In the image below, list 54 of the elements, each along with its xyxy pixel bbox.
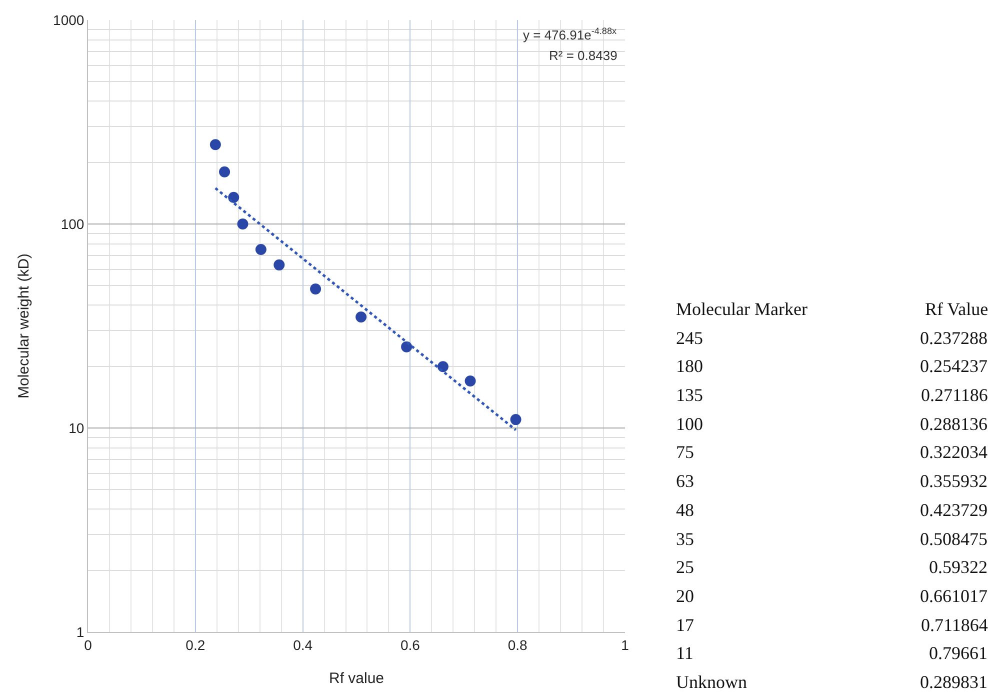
y-tick-label: 1 <box>76 624 84 640</box>
text: 0.59322 <box>929 557 988 577</box>
text: Rf Value <box>925 299 988 319</box>
point <box>274 259 285 270</box>
text: 0.79661 <box>929 643 988 663</box>
text: 0.322034 <box>920 442 988 462</box>
text: 11 <box>676 643 694 663</box>
x-tick-label: 0.6 <box>400 636 420 653</box>
text: 20 <box>676 586 694 606</box>
text: 0.508475 <box>920 529 988 549</box>
text: Molecular Marker <box>676 299 808 319</box>
text: 48 <box>676 500 694 520</box>
point <box>255 244 266 255</box>
x-tick-label: 1 <box>621 636 630 653</box>
x-tick-label: 0 <box>84 636 92 653</box>
text: 0.289831 <box>920 672 988 692</box>
y-tick-label: 10 <box>68 420 84 436</box>
point <box>210 139 221 150</box>
text: 0.711864 <box>921 615 988 635</box>
x-tick-label: 0.8 <box>508 636 528 653</box>
text: 63 <box>676 471 694 491</box>
text: 135 <box>676 385 703 405</box>
point <box>219 166 230 178</box>
text: 0.661017 <box>920 586 988 606</box>
point <box>356 312 367 323</box>
point <box>237 218 248 230</box>
point <box>464 375 476 386</box>
x-tick-label: 0.4 <box>293 636 313 653</box>
text: 180 <box>676 356 703 376</box>
point <box>310 284 322 295</box>
annotation: R² = 0.8439 <box>549 48 618 63</box>
point <box>510 414 522 426</box>
x-axis-title: Rf value <box>328 670 384 687</box>
text: 35 <box>676 529 694 549</box>
text: 100 <box>676 414 703 434</box>
text: 0.355932 <box>920 471 988 491</box>
text: 0.423729 <box>920 500 988 520</box>
text: 0.254237 <box>920 356 988 376</box>
point <box>228 192 240 203</box>
text: Unknown <box>676 672 747 692</box>
text: 0.288136 <box>920 414 988 434</box>
text: 245 <box>676 328 703 348</box>
x-tick-label: 0.2 <box>186 636 206 653</box>
text: 17 <box>676 615 694 635</box>
y-tick-label: 100 <box>60 216 84 232</box>
annotation: y = 476.91e$^{-4.88x}$ <box>523 26 618 42</box>
point <box>401 341 412 352</box>
y-axis-title: Molecular weight (kD) <box>15 253 32 399</box>
point <box>437 361 448 372</box>
text: 75 <box>676 442 694 462</box>
y-tick-label: 1000 <box>53 12 84 28</box>
text: 0.271186 <box>921 385 988 405</box>
text: 25 <box>676 557 694 577</box>
text: 0.237288 <box>920 328 988 348</box>
